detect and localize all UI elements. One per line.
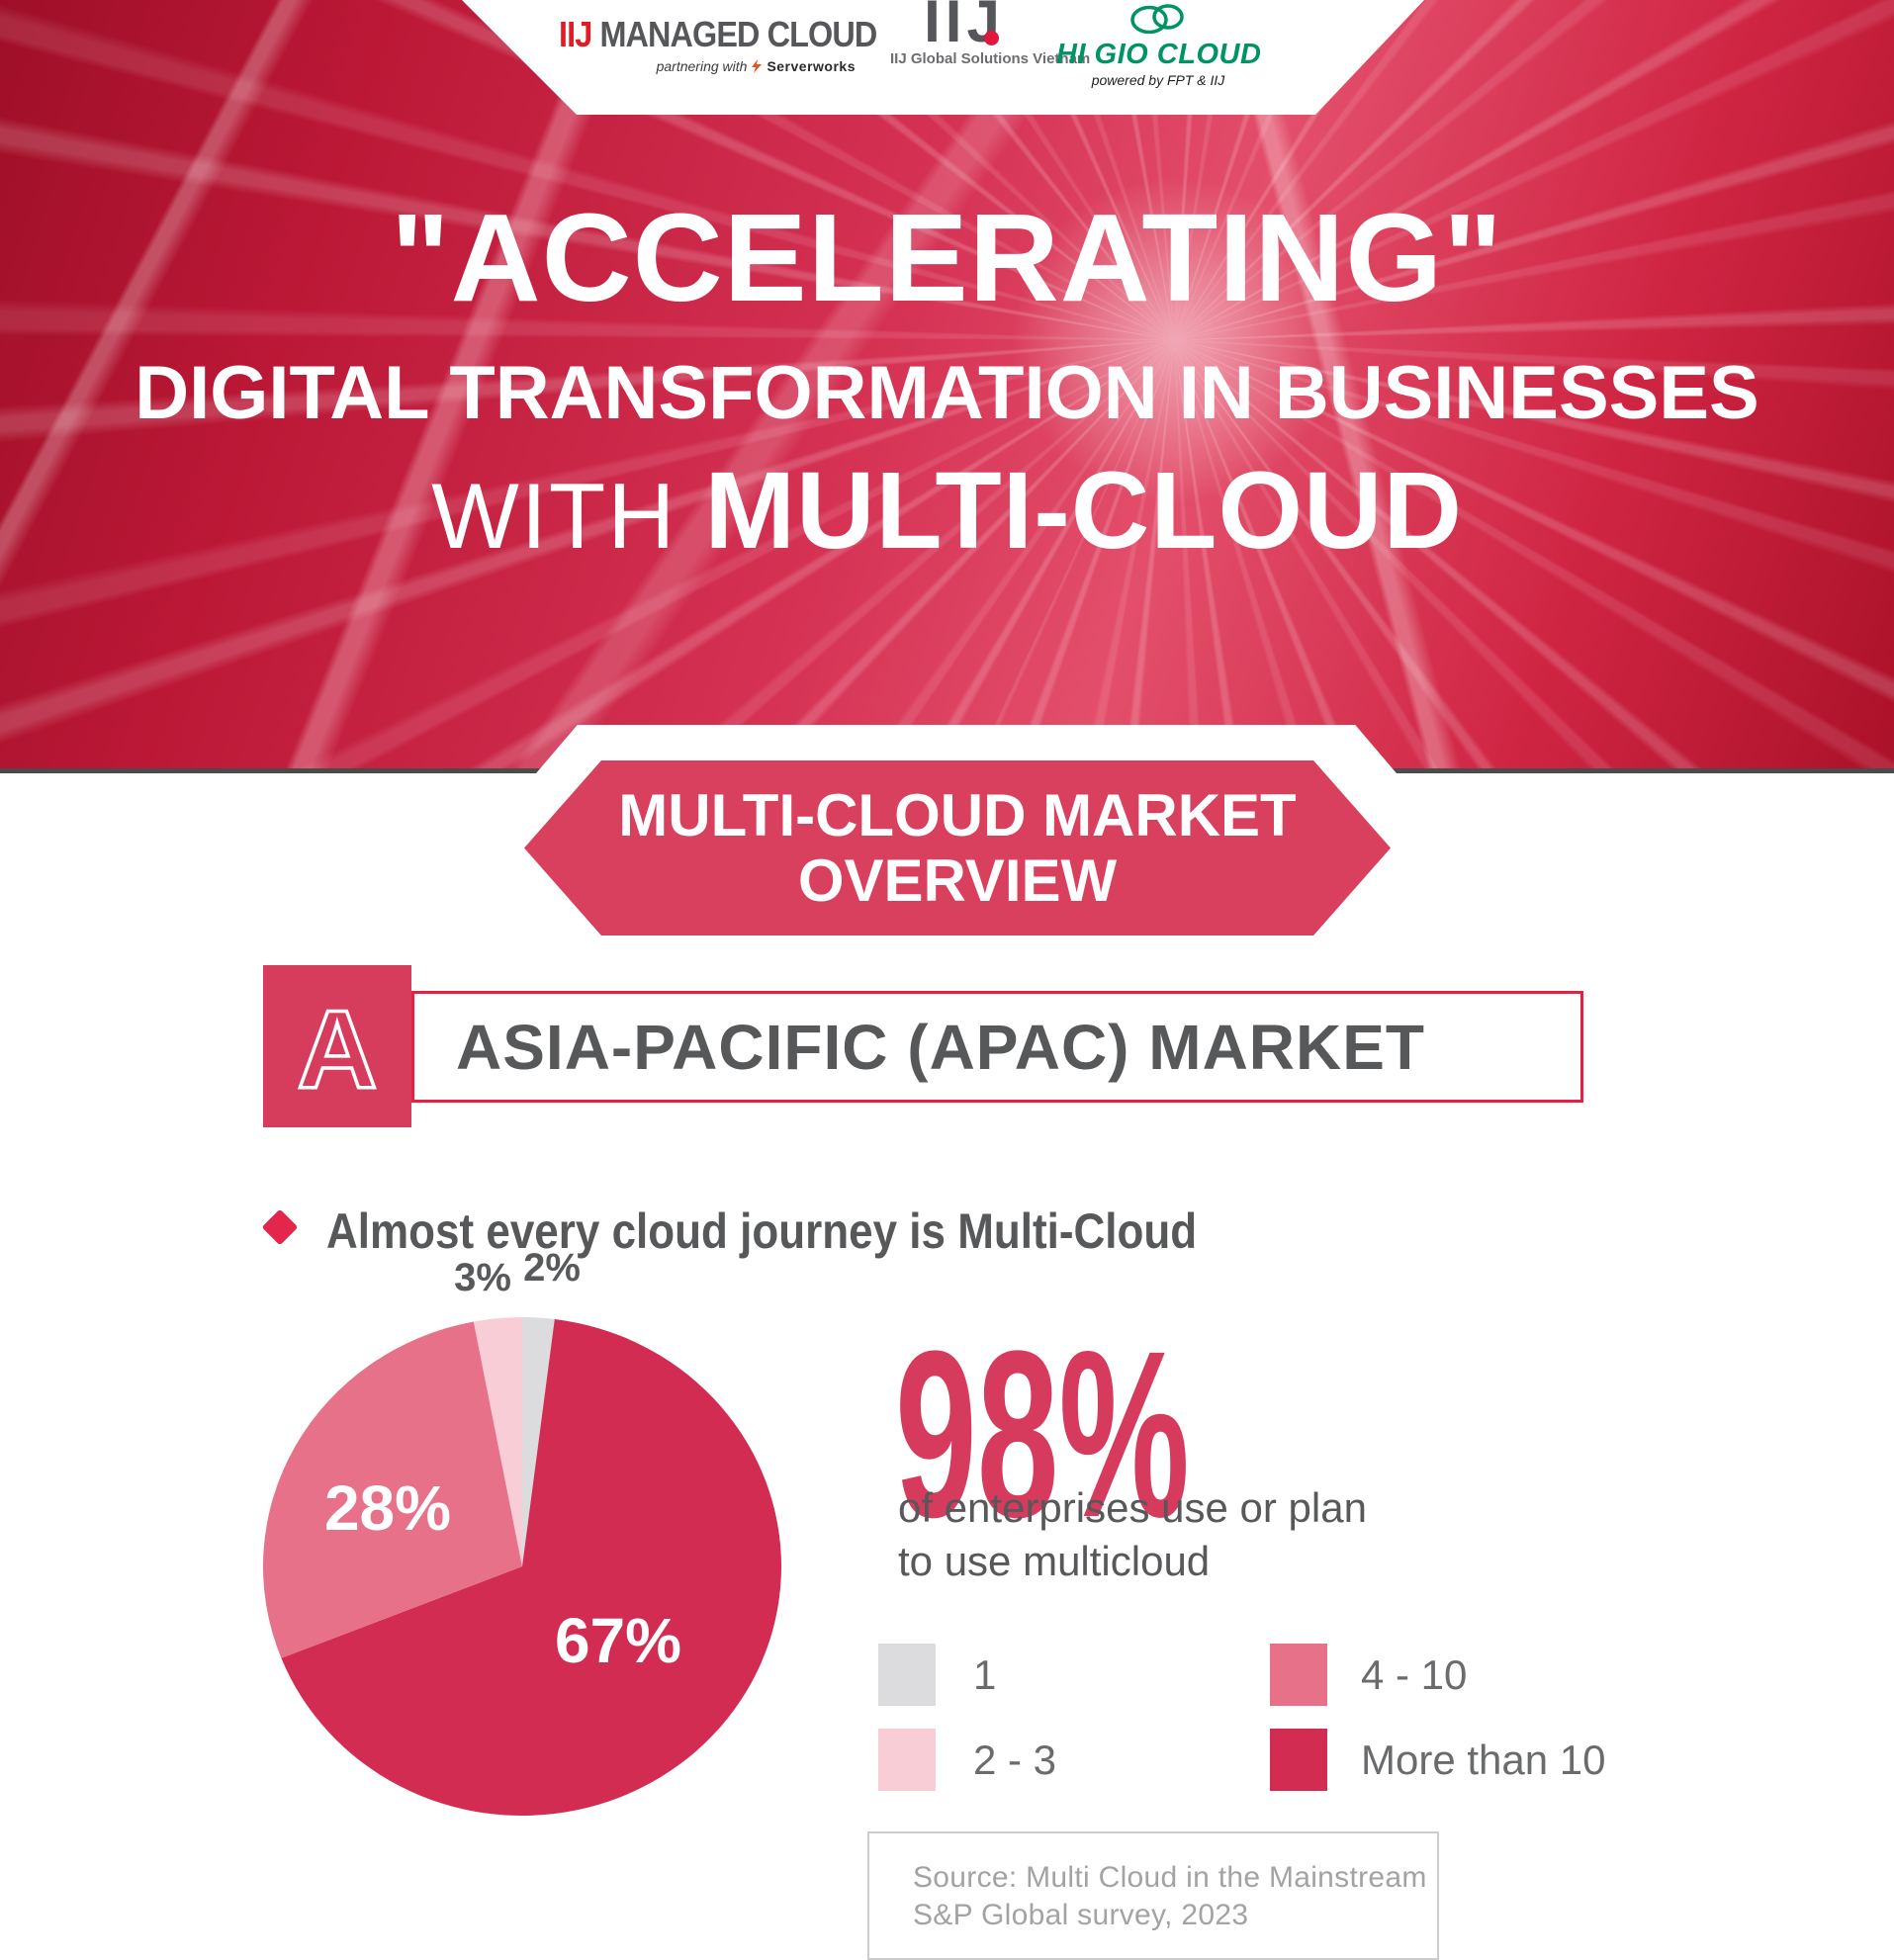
section-banner: MULTI-CLOUD MARKET OVERVIEW <box>524 760 1391 935</box>
legend-label-4-10: 4 - 10 <box>1361 1651 1468 1698</box>
pie-label-2-3: 3% <box>454 1256 511 1299</box>
red-dot-icon <box>983 31 999 45</box>
section-a-badge-letter-outline: A <box>296 986 379 1114</box>
legend-swatch-more-than-10 <box>1270 1729 1327 1791</box>
managed-cloud-tagline: partnering with Serverworks <box>559 58 856 74</box>
legend-label-2-3: 2 - 3 <box>973 1737 1057 1783</box>
stat-desc-line1: of enterprises use or plan <box>898 1484 1367 1531</box>
section-a-badge: A <box>263 965 411 1127</box>
source-box: Source: Multi Cloud in the Mainstream S&… <box>867 1831 1439 1960</box>
logo-banner: IIJ MANAGED CLOUD partnering with Server… <box>461 0 1425 115</box>
legend-swatch-2-3 <box>878 1729 936 1791</box>
logo-iij-global: IIJ IIJ Global Solutions Vietnam <box>890 0 1091 67</box>
higio-wordmark: HI GIO CLOUD <box>1056 39 1262 70</box>
stat-description: of enterprises use or plan to use multic… <box>898 1481 1367 1588</box>
managed-cloud-wordmark: IIJ MANAGED CLOUD <box>559 14 877 55</box>
section-a-title: ASIA-PACIFIC (APAC) MARKET <box>456 1011 1425 1083</box>
managed-cloud-brand: IIJ <box>559 14 592 54</box>
hero-title-with: WITH <box>431 464 705 568</box>
legend-swatch-1 <box>878 1644 936 1706</box>
cloud-outline-icon <box>1130 4 1184 35</box>
hero-section: "ACCELERATING" DIGITAL TRANSFORMATION IN… <box>0 0 1894 773</box>
pie-label-1: 2% <box>523 1246 581 1290</box>
iij-global-caption: IIJ Global Solutions Vietnam <box>890 50 1091 67</box>
diamond-icon <box>261 1208 299 1246</box>
tagline-partner: Serverworks <box>767 58 856 74</box>
pie-slice-1 <box>522 1317 555 1566</box>
iij-monogram: IIJ <box>924 0 1005 51</box>
higio-tagline: powered by FPT & IIJ <box>1091 72 1225 88</box>
bullet-text: Almost every cloud journey is Multi-Clou… <box>326 1203 1198 1259</box>
stat-desc-line2: to use multicloud <box>898 1538 1211 1584</box>
pie-slice-Morethan10 <box>281 1319 781 1817</box>
logo-iij-managed-cloud: IIJ MANAGED CLOUD partnering with Server… <box>559 14 877 74</box>
legend-label-more-than-10: More than 10 <box>1361 1737 1606 1783</box>
iij-monogram-text: IIJ <box>924 0 1005 54</box>
hero-title-line3: WITH MULTI-CLOUD <box>0 457 1894 566</box>
legend-swatch-4-10 <box>1270 1644 1327 1706</box>
pie-label-4-10: 28% <box>323 1472 452 1544</box>
banner-line1: MULTI-CLOUD MARKET <box>618 781 1297 848</box>
source-line2: S&P Global survey, 2023 <box>913 1899 1249 1931</box>
pie-slice-4-10 <box>263 1321 522 1658</box>
pie-slice-2-3 <box>473 1317 522 1566</box>
hero-title-line2: DIGITAL TRANSFORMATION IN BUSINESSES <box>135 351 1759 435</box>
hero-title-multicloud: MULTI-CLOUD <box>704 450 1463 572</box>
legend-label-1: 1 <box>973 1651 997 1698</box>
managed-cloud-name: MANAGED CLOUD <box>599 14 877 54</box>
banner-line2: OVERVIEW <box>797 846 1118 914</box>
stat-value: 98% <box>895 1301 1190 1566</box>
hero-title-line1: "ACCELERATING" <box>390 188 1504 327</box>
section-a-badge-letter: A <box>298 988 378 1112</box>
tagline-prefix: partnering with <box>656 58 748 74</box>
lightning-icon <box>752 59 763 73</box>
logo-higio-cloud: HI GIO CLOUD powered by FPT & IIJ <box>1056 2 1262 88</box>
pie-label-more-than-10: 67% <box>554 1605 682 1676</box>
section-a-title-box: ASIA-PACIFIC (APAC) MARKET <box>411 991 1583 1103</box>
pie-chart <box>263 1317 781 1817</box>
source-line1: Source: Multi Cloud in the Mainstream <box>913 1861 1427 1894</box>
